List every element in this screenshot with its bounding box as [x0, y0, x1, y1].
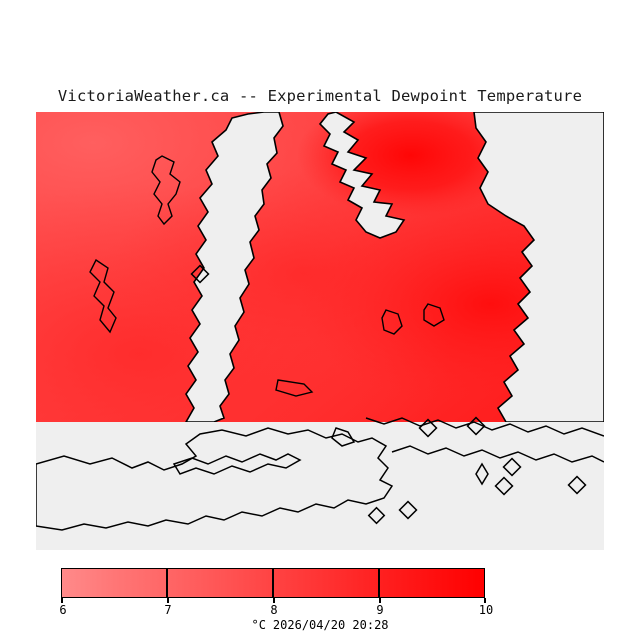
colorbar-separator-9 [378, 569, 380, 597]
coastline-north-inlet [318, 112, 406, 239]
colorbar-tick-6 [61, 598, 63, 603]
colorbar-label-9: 9 [376, 603, 384, 617]
colorbar-timestamp: 2026/04/20 20:28 [272, 618, 389, 632]
station-markers[interactable] [190, 264, 587, 525]
station-marker-central-east[interactable] [466, 416, 486, 436]
coastline-island-small-a [381, 309, 403, 335]
coastline-vancouver-island [185, 112, 284, 422]
coastline-island-small-b [423, 303, 445, 327]
coastline-lake-north [151, 155, 181, 226]
station-marker-east-1[interactable] [502, 457, 522, 477]
colorbar[interactable] [61, 568, 485, 598]
colorbar-label-6: 6 [59, 603, 67, 617]
dewpoint-field [36, 112, 604, 422]
coastline-island-small-c [275, 379, 314, 397]
coastline-lake-west [89, 258, 117, 334]
colorbar-tick-9 [379, 598, 381, 603]
coastline-overlay [36, 417, 604, 531]
colorbar-tick-8 [273, 598, 275, 603]
colorbar-label-8: 8 [270, 603, 278, 617]
colorbar-label-7: 7 [164, 603, 172, 617]
colorbar-separator-8 [272, 569, 274, 597]
colorbar-tick-10 [484, 598, 486, 603]
station-marker-east-2[interactable] [494, 476, 514, 496]
colorbar-separator-7 [166, 569, 168, 597]
colorbar-legend: 6 7 8 9 10 °C 2026/04/20 20:28 [0, 566, 640, 632]
colorbar-tick-7 [167, 598, 169, 603]
station-marker-nw-inlet[interactable] [190, 264, 210, 284]
station-marker-east-3[interactable] [567, 475, 587, 495]
colorbar-label-10: 10 [478, 603, 494, 617]
page-title: VictoriaWeather.ca -- Experimental Dewpo… [57, 87, 583, 105]
colorbar-footer: °C 2026/04/20 20:28 [0, 618, 640, 632]
station-marker-victoria-harbour[interactable] [398, 500, 418, 520]
station-marker-saanich[interactable] [367, 506, 386, 525]
station-marker-north-central[interactable] [418, 418, 438, 438]
coastline-east-mainland [473, 112, 604, 422]
map-svg [36, 112, 604, 550]
map-canvas[interactable] [36, 112, 604, 550]
colorbar-unit: °C [251, 618, 266, 632]
